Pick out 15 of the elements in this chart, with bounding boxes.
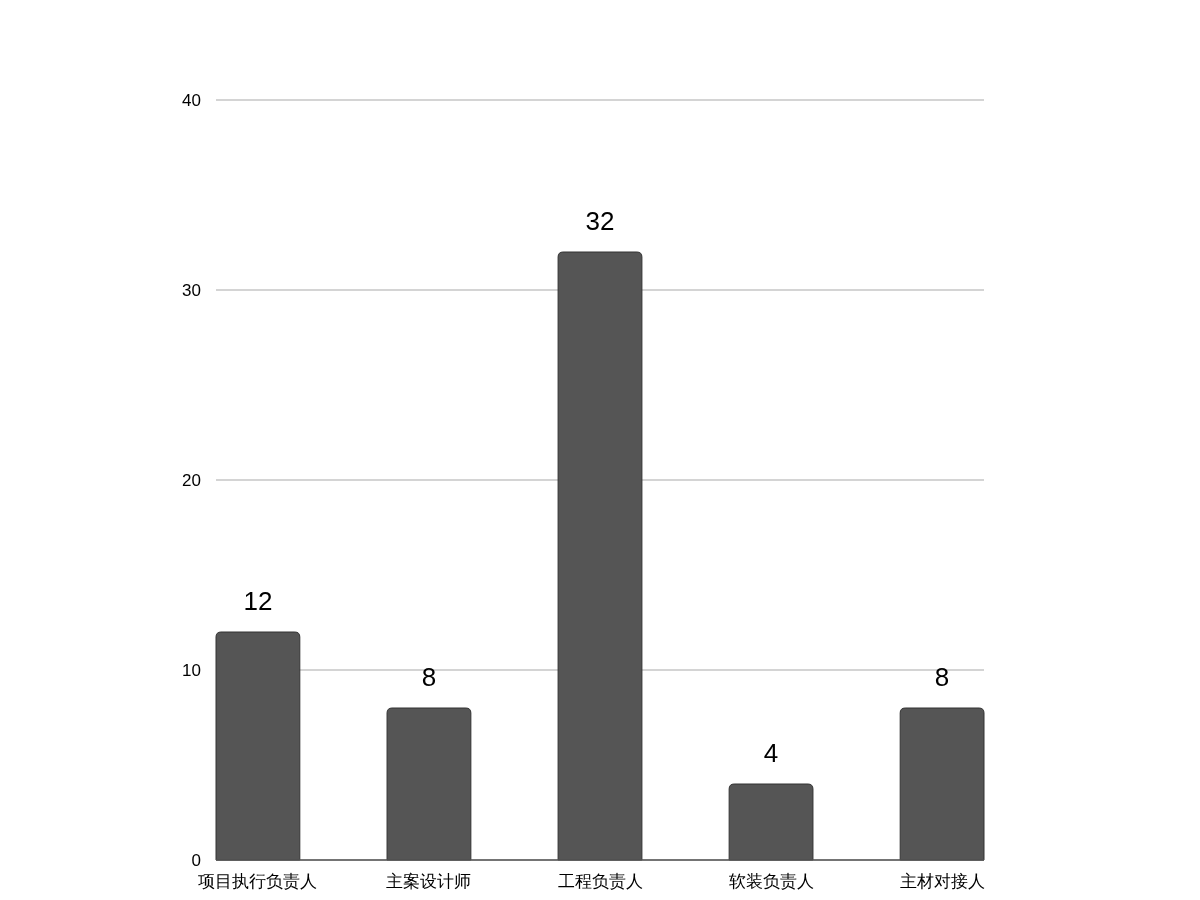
x-tick-label: 工程负责人 xyxy=(557,872,643,891)
data-label: 8 xyxy=(934,662,950,692)
data-label: 12 xyxy=(243,586,273,616)
y-tick-label: 30 xyxy=(182,280,201,300)
x-tick-label: 主案设计师 xyxy=(386,872,472,891)
x-tick-label: 主材对接人 xyxy=(899,872,985,891)
data-label: 8 xyxy=(421,662,437,692)
x-tick-label: 项目执行负责人 xyxy=(198,872,318,891)
data-label: 32 xyxy=(585,206,615,236)
data-label: 4 xyxy=(763,738,779,768)
y-tick-label: 40 xyxy=(182,90,201,110)
x-tick-label: 软装负责人 xyxy=(728,872,814,891)
y-tick-label: 20 xyxy=(182,470,201,490)
y-tick-label: 10 xyxy=(182,660,201,680)
y-tick-label: 0 xyxy=(191,850,201,870)
